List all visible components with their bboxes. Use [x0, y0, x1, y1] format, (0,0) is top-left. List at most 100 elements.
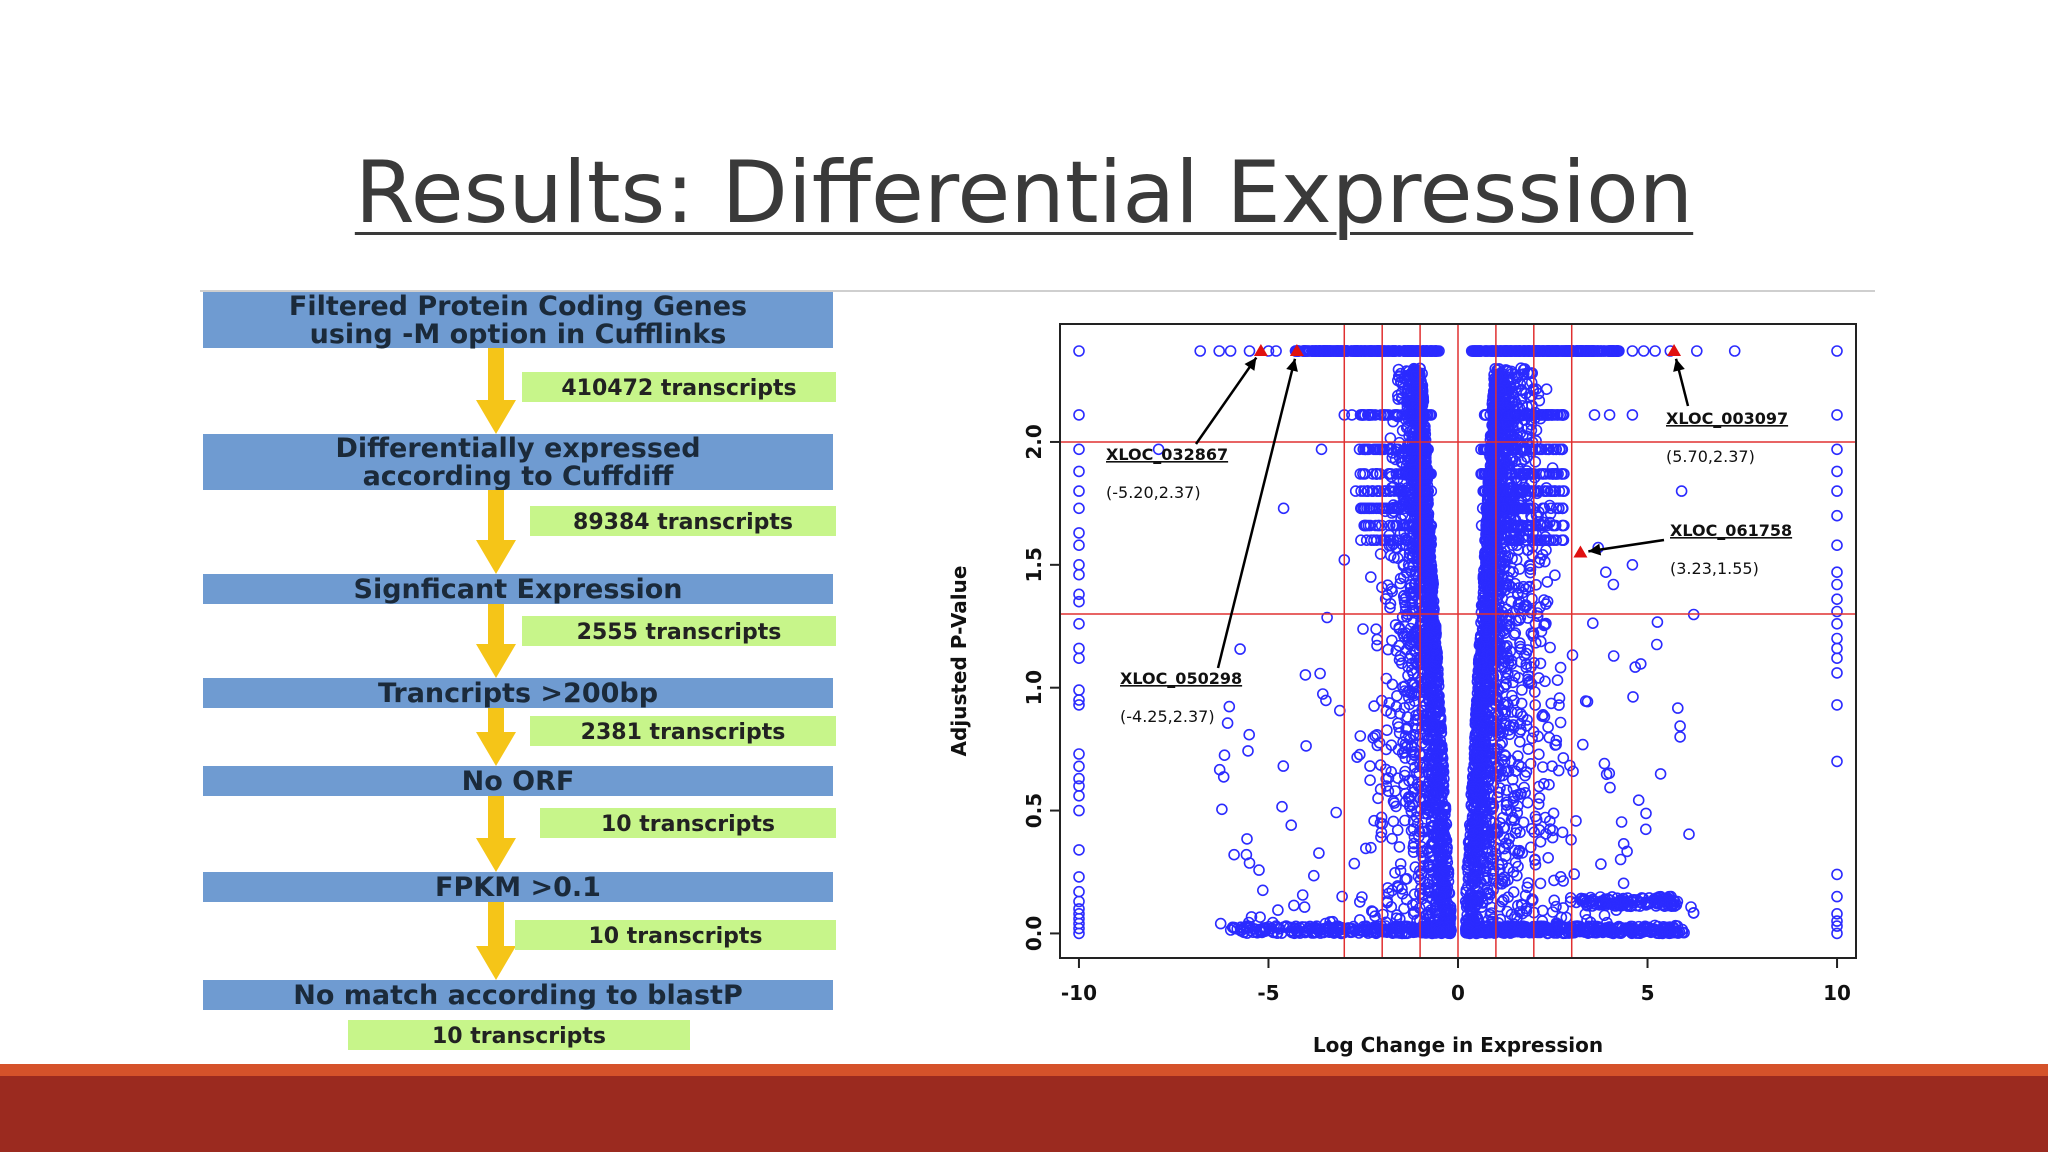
data-point	[1550, 900, 1562, 913]
data-point	[1556, 826, 1569, 839]
flow-step-label-line: Differentially expressed	[335, 433, 700, 464]
flow-step-label: Filtered Protein Coding Genes using -M op…	[289, 292, 747, 350]
data-point	[1533, 748, 1545, 761]
flow-step-box	[203, 574, 833, 604]
flow-step-label-line: using -M option in Cufflinks	[310, 319, 727, 350]
flow-count-badge: 89384 transcripts	[530, 506, 836, 536]
data-point	[1370, 623, 1382, 636]
flow-step-box	[203, 872, 833, 902]
data-point	[1511, 589, 1524, 601]
data-point	[1499, 750, 1512, 762]
flowchart-svg: Filtered Protein Coding Genes using -M op…	[203, 292, 836, 1050]
data-point	[1389, 785, 1402, 797]
flow-step: Filtered Protein Coding Genes using -M op…	[203, 292, 833, 350]
data-point	[1521, 644, 1534, 656]
flow-step: Differentially expressed according to Cuf…	[203, 433, 833, 492]
flow-step-label-line: Trancripts >200bp	[378, 678, 658, 709]
data-point	[1521, 423, 1533, 435]
data-point	[1541, 595, 1554, 608]
data-point	[1542, 851, 1555, 864]
data-point	[1512, 758, 1525, 771]
flow-step-box	[203, 766, 833, 796]
flow-step-box	[203, 980, 833, 1010]
data-point	[1399, 765, 1411, 778]
data-point	[1509, 827, 1522, 839]
data-point	[1386, 832, 1398, 845]
flow-count-box	[522, 372, 836, 402]
flow-count-label: 10 transcripts	[432, 1024, 606, 1049]
flow-arrow	[476, 708, 516, 766]
data-point	[1554, 716, 1567, 729]
data-point	[1359, 842, 1372, 855]
data-point	[1545, 697, 1558, 710]
data-point	[1549, 569, 1561, 582]
flow-count-badge: 10 transcripts	[515, 920, 836, 950]
flow-step-label-line: Signficant Expression	[354, 574, 683, 605]
data-point	[1373, 736, 1386, 749]
flow-arrow	[476, 348, 516, 434]
data-point	[1364, 774, 1376, 787]
data-point	[1368, 814, 1380, 827]
data-point	[1407, 728, 1420, 741]
data-point	[1539, 618, 1552, 631]
workflow-flowchart: Filtered Protein Coding Genes using -M op…	[200, 292, 836, 1064]
data-point	[1553, 692, 1566, 704]
data-point	[1568, 868, 1581, 880]
data-point	[1517, 816, 1530, 829]
data-point	[1536, 761, 1549, 773]
data-point	[1402, 559, 1415, 571]
data-point	[1380, 672, 1393, 685]
data-point	[1520, 387, 1532, 400]
data-point	[1400, 872, 1413, 885]
flow-step: No ORF	[203, 766, 833, 797]
flow-step: No match according to blastP	[203, 980, 833, 1011]
title-divider	[200, 290, 1875, 292]
data-point	[1519, 769, 1531, 782]
flow-step-label-line: No match according to blastP	[293, 980, 742, 1011]
data-point	[1539, 828, 1552, 840]
data-point	[1540, 383, 1553, 395]
data-point	[1541, 576, 1554, 588]
data-point	[1533, 394, 1546, 407]
data-point	[1384, 432, 1397, 444]
flow-count-label: 10 transcripts	[588, 924, 762, 949]
data-point	[1513, 844, 1526, 857]
data-point	[1516, 684, 1528, 696]
flow-count-badge: 410472 transcripts	[522, 372, 836, 402]
slide-title-text: Results: Differential Expression	[354, 143, 1694, 243]
data-point	[1550, 734, 1563, 747]
flow-step-label: No ORF	[462, 766, 575, 797]
data-point	[1416, 737, 1429, 749]
volcano-plot: -10 -5 0 5 10 0.0 0.5 1.0 1.5 2.0 Log Change in Ex…	[948, 310, 1868, 1062]
data-point	[1386, 678, 1399, 691]
data-point	[1534, 835, 1547, 848]
data-point	[1499, 837, 1512, 850]
data-point	[1502, 874, 1514, 886]
flow-count-box	[522, 616, 836, 646]
data-point	[1516, 847, 1529, 859]
data-point	[1539, 675, 1551, 688]
flow-count-box	[515, 920, 836, 950]
data-point	[1533, 792, 1546, 804]
flow-count-badge: 2381 transcripts	[530, 716, 836, 746]
data-point	[1511, 869, 1523, 882]
data-point	[1511, 899, 1524, 912]
data-point	[1405, 824, 1418, 837]
flow-count-label: 89384 transcripts	[573, 510, 793, 535]
data-point	[1494, 782, 1506, 794]
flow-step-label: FPKM >0.1	[435, 872, 601, 903]
flow-count-badge: 10 transcripts	[540, 808, 836, 838]
data-point	[1553, 699, 1565, 711]
data-point	[1534, 877, 1547, 890]
data-point	[1391, 552, 1404, 564]
flow-arrow	[476, 490, 516, 574]
flow-count-badge: 2555 transcripts	[522, 616, 836, 646]
data-point	[1382, 785, 1395, 798]
data-point	[1567, 765, 1579, 778]
flow-count-label: 2381 transcripts	[581, 720, 786, 745]
data-point	[1544, 641, 1556, 654]
data-point	[1389, 866, 1401, 879]
data-point	[1518, 781, 1530, 794]
flow-count-box	[348, 1020, 690, 1050]
data-point	[1396, 883, 1408, 895]
